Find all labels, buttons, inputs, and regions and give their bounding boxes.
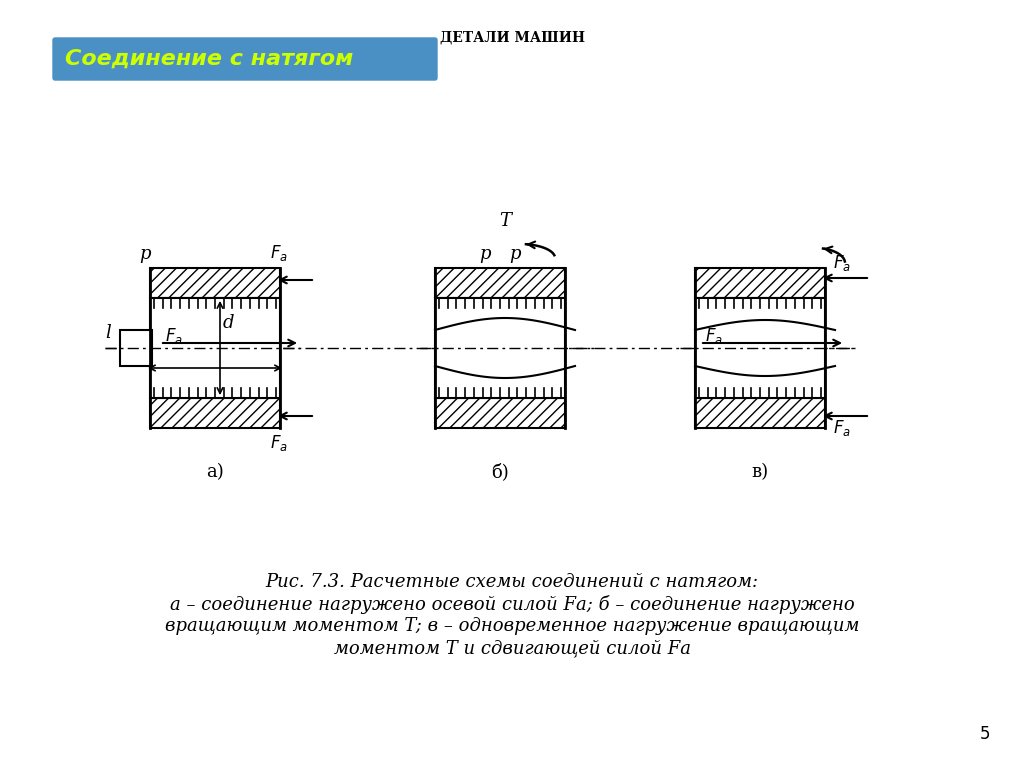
Text: $F_a$: $F_a$	[833, 418, 851, 438]
Bar	[695, 298, 825, 398]
Text: $F_a$: $F_a$	[833, 253, 851, 273]
Bar	[150, 268, 280, 298]
Text: d: d	[223, 314, 234, 332]
Text: в): в)	[752, 463, 769, 481]
Bar	[120, 330, 152, 366]
Bar	[435, 268, 565, 298]
Text: p: p	[479, 245, 490, 263]
Bar	[435, 398, 565, 428]
Text: Соединение с натягом: Соединение с натягом	[65, 49, 353, 69]
Text: Рис. 7.3. Расчетные схемы соединений с натягом:: Рис. 7.3. Расчетные схемы соединений с н…	[265, 573, 759, 591]
Text: p: p	[509, 245, 521, 263]
Text: а): а)	[206, 463, 224, 481]
Text: $F_a$: $F_a$	[165, 326, 183, 346]
Text: ДЕТАЛИ МАШИН: ДЕТАЛИ МАШИН	[439, 30, 585, 44]
Text: $F_a$: $F_a$	[270, 433, 288, 453]
FancyBboxPatch shape	[53, 38, 437, 80]
Bar	[695, 398, 825, 428]
Bar	[150, 398, 280, 428]
Bar	[695, 268, 825, 298]
Text: б): б)	[492, 463, 509, 481]
Text: $F_a$: $F_a$	[705, 326, 723, 346]
Text: p: p	[139, 245, 151, 263]
Text: моментом T и сдвигающей силой Fа: моментом T и сдвигающей силой Fа	[334, 639, 690, 657]
Text: а – соединение нагружено осевой силой Fа; б – соединение нагружено: а – соединение нагружено осевой силой Fа…	[170, 595, 854, 614]
Text: вращающим моментом T; в – одновременное нагружение вращающим: вращающим моментом T; в – одновременное …	[165, 617, 859, 635]
Text: l: l	[105, 324, 111, 342]
Text: T: T	[499, 212, 511, 230]
Bar	[150, 298, 280, 398]
Text: $F_a$: $F_a$	[270, 243, 288, 263]
Bar	[435, 298, 565, 398]
Text: 5: 5	[980, 725, 990, 743]
